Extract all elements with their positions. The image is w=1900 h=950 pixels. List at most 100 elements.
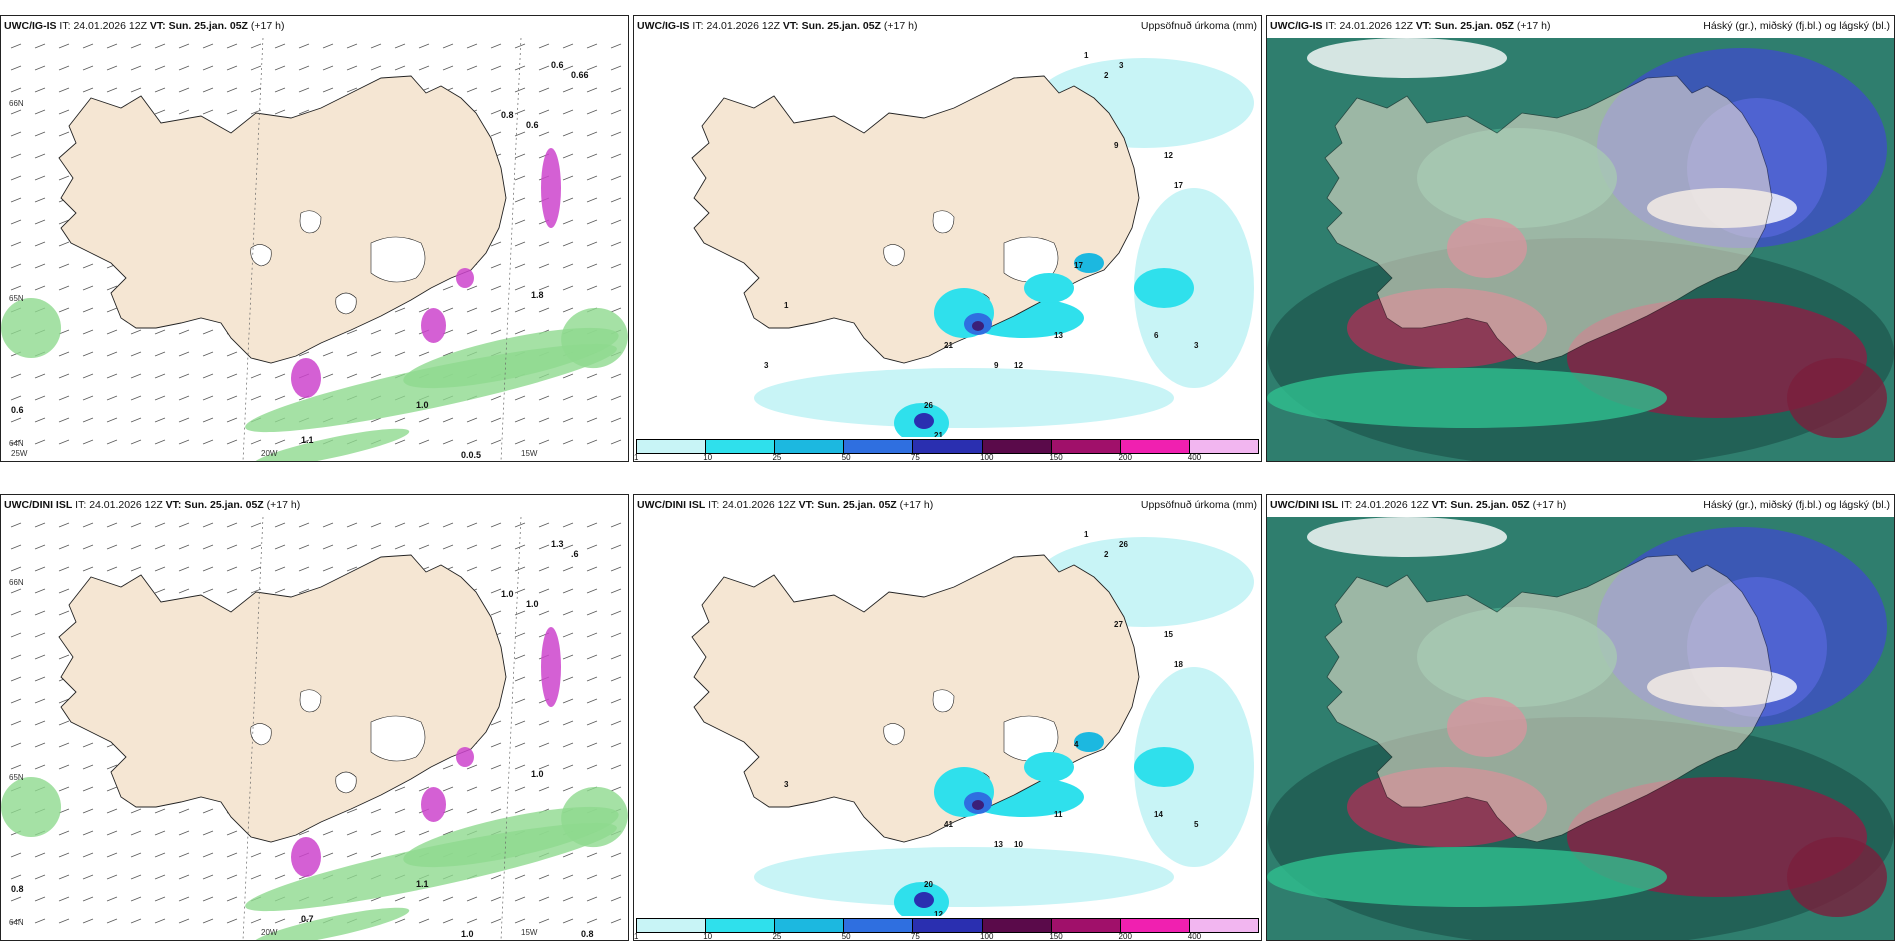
wind-barb bbox=[154, 351, 166, 357]
wind-barb bbox=[226, 417, 238, 423]
field-label: Uppsöfnuð úrkoma (mm) bbox=[1140, 20, 1257, 32]
wind-barb bbox=[10, 896, 22, 902]
precip-value: 11 bbox=[1054, 810, 1063, 819]
model-label: UWC/DINI ISL bbox=[4, 499, 73, 511]
precip-value: 3 bbox=[784, 780, 789, 789]
wind-barb bbox=[514, 43, 526, 49]
wind-barb bbox=[562, 263, 574, 269]
wind-barb bbox=[202, 544, 214, 550]
colorbar-cell bbox=[706, 919, 776, 932]
wind-barb bbox=[250, 395, 262, 401]
init-label: IT: bbox=[1325, 20, 1337, 32]
wind-barb bbox=[34, 698, 46, 704]
precip-value: 3 bbox=[1119, 61, 1124, 70]
wind-barb bbox=[274, 109, 286, 115]
wind-barb bbox=[610, 566, 622, 572]
wind-barb bbox=[610, 918, 622, 924]
precip-core bbox=[1074, 253, 1104, 273]
wind-barb bbox=[370, 417, 382, 423]
wind-barb bbox=[346, 808, 358, 814]
wind-barb bbox=[58, 439, 70, 445]
wind-barb bbox=[106, 43, 118, 49]
wind-barb bbox=[58, 918, 70, 924]
wind-barb bbox=[394, 351, 406, 357]
wind-barb bbox=[58, 109, 70, 115]
wind-barb bbox=[106, 65, 118, 71]
wind-barb bbox=[610, 439, 622, 445]
wind-barb bbox=[58, 351, 70, 357]
lead-time: (+17 h) bbox=[1532, 499, 1567, 511]
wind-barb bbox=[490, 109, 502, 115]
wind-barb bbox=[394, 329, 406, 335]
wind-barb bbox=[562, 439, 574, 445]
wind-barb bbox=[10, 153, 22, 159]
wind-barb bbox=[322, 65, 334, 71]
wind-barb bbox=[490, 417, 502, 423]
wind-barb bbox=[130, 918, 142, 924]
wind-barb bbox=[58, 219, 70, 225]
wind-barb bbox=[10, 109, 22, 115]
wind-barb bbox=[274, 522, 286, 528]
snow-area bbox=[456, 268, 474, 288]
colorbar-tick: 200 bbox=[1118, 932, 1132, 941]
wind-barb bbox=[586, 373, 598, 379]
wind-barb bbox=[490, 566, 502, 572]
wind-barb bbox=[106, 786, 118, 792]
colorbar-cell bbox=[1120, 919, 1190, 932]
wind-barb bbox=[202, 417, 214, 423]
lead-time: (+17 h) bbox=[266, 499, 301, 511]
wind-barb bbox=[346, 373, 358, 379]
wind-barb bbox=[106, 544, 118, 550]
colorbar-tick: 100 bbox=[980, 932, 994, 941]
wind-barb bbox=[10, 764, 22, 770]
init-time: 24.01.2026 12Z bbox=[89, 499, 163, 511]
wind-barb bbox=[322, 544, 334, 550]
wind-barb bbox=[466, 544, 478, 550]
wind-barb bbox=[562, 852, 574, 858]
wind-barb bbox=[586, 219, 598, 225]
wind-barb bbox=[106, 307, 118, 313]
wind-barb bbox=[394, 918, 406, 924]
wind-barb bbox=[178, 808, 190, 814]
wind-barb bbox=[562, 698, 574, 704]
valid-label: VT: bbox=[1415, 20, 1432, 32]
precip-value: 21 bbox=[934, 431, 943, 440]
wind-barb bbox=[58, 698, 70, 704]
wind-barb bbox=[130, 874, 142, 880]
wind-barb bbox=[586, 742, 598, 748]
wind-barb bbox=[586, 197, 598, 203]
precip-value: 27 bbox=[1114, 620, 1123, 629]
wind-barb bbox=[10, 241, 22, 247]
wind-barb bbox=[586, 153, 598, 159]
wind-barb bbox=[514, 720, 526, 726]
wind-barb bbox=[34, 918, 46, 924]
wind-barb bbox=[514, 395, 526, 401]
wind-barb bbox=[586, 918, 598, 924]
lead-time: (+17 h) bbox=[883, 20, 918, 32]
precip-core bbox=[972, 321, 984, 331]
precip-value: 14 bbox=[1154, 810, 1163, 819]
wind-barb bbox=[202, 351, 214, 357]
valid-label: VT: bbox=[782, 20, 799, 32]
glacier bbox=[1003, 715, 1059, 762]
wind-barb bbox=[514, 566, 526, 572]
wind-barb bbox=[538, 395, 550, 401]
coord-label: 25W bbox=[11, 449, 28, 458]
wind-barb bbox=[442, 830, 454, 836]
wind-barb bbox=[466, 786, 478, 792]
wind-barb bbox=[538, 43, 550, 49]
precip-core bbox=[914, 413, 934, 429]
wind-barb bbox=[298, 87, 310, 93]
iceland-outline bbox=[1324, 554, 1773, 843]
wind-barb bbox=[226, 588, 238, 594]
wind-barb bbox=[514, 65, 526, 71]
wind-barb bbox=[466, 307, 478, 313]
precip-value: 12 bbox=[1014, 361, 1023, 370]
wind-barb bbox=[106, 808, 118, 814]
wind-barb bbox=[322, 830, 334, 836]
precip-core bbox=[1074, 732, 1104, 752]
wind-barb bbox=[490, 285, 502, 291]
wind-barb bbox=[562, 373, 574, 379]
value-label: 0.8 bbox=[581, 929, 594, 939]
wind-barb bbox=[58, 742, 70, 748]
